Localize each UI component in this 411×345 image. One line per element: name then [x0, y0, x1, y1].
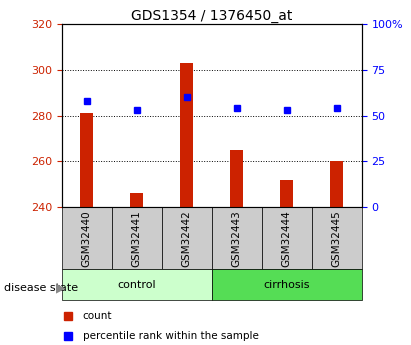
Bar	[212, 207, 262, 269]
Bar	[130, 193, 143, 207]
Text: GSM32443: GSM32443	[232, 210, 242, 267]
Bar	[312, 207, 362, 269]
Text: control: control	[118, 280, 156, 289]
Text: GSM32441: GSM32441	[132, 210, 142, 267]
Text: GSM32444: GSM32444	[282, 210, 292, 267]
Bar	[81, 113, 93, 207]
Bar	[162, 207, 212, 269]
Text: ▶: ▶	[55, 282, 65, 295]
Bar	[280, 179, 293, 207]
Text: percentile rank within the sample: percentile rank within the sample	[83, 331, 259, 341]
Text: cirrhosis: cirrhosis	[263, 280, 310, 289]
Bar	[262, 207, 312, 269]
Bar	[231, 150, 243, 207]
Bar	[62, 207, 112, 269]
Bar	[180, 63, 193, 207]
Text: GSM32445: GSM32445	[332, 210, 342, 267]
Text: GSM32442: GSM32442	[182, 210, 192, 267]
Bar	[212, 269, 362, 300]
Text: count: count	[83, 311, 112, 321]
Text: disease state: disease state	[4, 283, 78, 293]
Text: GSM32440: GSM32440	[82, 210, 92, 267]
Title: GDS1354 / 1376450_at: GDS1354 / 1376450_at	[131, 9, 292, 23]
Bar	[330, 161, 343, 207]
Bar	[112, 207, 162, 269]
Bar	[62, 269, 212, 300]
